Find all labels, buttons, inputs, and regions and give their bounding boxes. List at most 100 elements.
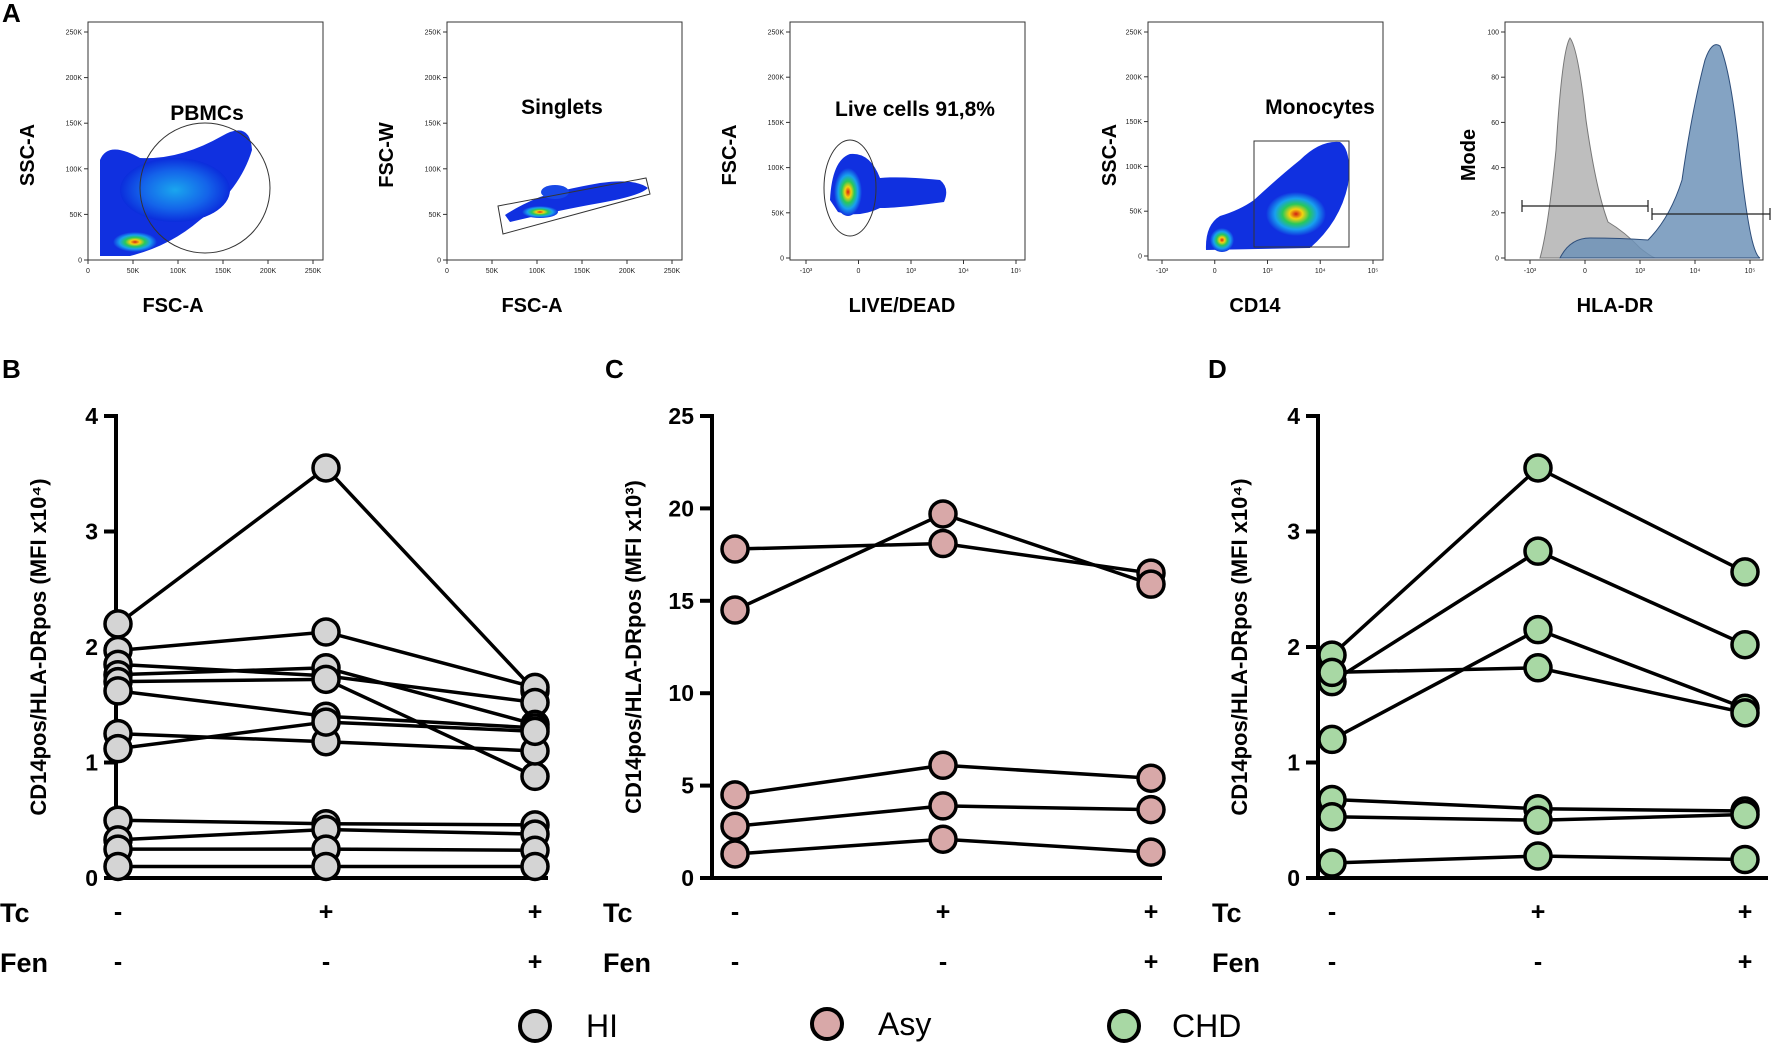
x-tick-label: 10³ bbox=[1262, 268, 1273, 275]
condition-sign-fen: + bbox=[1144, 948, 1159, 976]
y-tick-label: 250K bbox=[66, 30, 83, 37]
data-point bbox=[1136, 794, 1166, 825]
x-axis-label: CD14 bbox=[1229, 295, 1281, 317]
gate-label: Singlets bbox=[521, 96, 603, 119]
x-tick-label: 100K bbox=[529, 268, 546, 275]
data-point bbox=[520, 851, 550, 882]
panel-letter-c: C bbox=[605, 354, 624, 384]
condition-label-fen: Fen bbox=[603, 948, 651, 978]
data-point bbox=[1317, 724, 1347, 755]
condition-sign-tc: + bbox=[319, 898, 334, 926]
panel-letter-d: D bbox=[1208, 354, 1227, 384]
data-point bbox=[720, 595, 750, 625]
density-cloud bbox=[1205, 141, 1349, 252]
legend-item-asy: Asy bbox=[810, 1006, 931, 1042]
condition-label-fen: Fen bbox=[1212, 948, 1260, 978]
x-tick-label: 10⁵ bbox=[1368, 268, 1379, 275]
condition-sign-tc: - bbox=[114, 898, 122, 926]
density-cloud bbox=[830, 153, 947, 216]
y-axis-label: FSC-A bbox=[719, 124, 741, 185]
y-tick-label: 0 bbox=[780, 256, 784, 263]
y-axis-label: SSC-A bbox=[17, 124, 39, 186]
legend-item-hi: HI bbox=[518, 1008, 618, 1044]
condition-sign-fen: - bbox=[114, 948, 122, 976]
y-tick-label: 200K bbox=[768, 75, 785, 82]
y-tick-label: 150K bbox=[768, 120, 785, 127]
data-point bbox=[1730, 844, 1760, 875]
x-tick-label: 10⁴ bbox=[958, 268, 969, 275]
y-tick-label: 150K bbox=[1126, 119, 1143, 126]
x-tick-label: 50K bbox=[486, 268, 499, 275]
y-tick-label: 0 bbox=[681, 865, 694, 891]
data-point bbox=[1523, 453, 1553, 483]
data-point bbox=[311, 664, 341, 695]
x-tick-label: 150K bbox=[215, 268, 232, 275]
y-tick-label: 50K bbox=[772, 210, 785, 217]
data-point bbox=[311, 617, 341, 647]
condition-sign-tc: + bbox=[936, 898, 951, 926]
data-point bbox=[720, 839, 750, 869]
line-chart-chd: 0 1 2 3 4 CD14pos/HLA-DRpos (MFI x10⁴) Tc Fen - -… bbox=[1212, 403, 1768, 978]
x-tick-label: 0 bbox=[445, 268, 449, 275]
y-tick-label: 0 bbox=[437, 258, 441, 265]
x-tick-label: 10³ bbox=[906, 268, 917, 275]
x-tick-label: 200K bbox=[260, 268, 277, 275]
x-tick-label: -10³ bbox=[1156, 268, 1169, 275]
x-tick-label: 0 bbox=[1583, 268, 1587, 275]
x-tick-label: 250K bbox=[305, 268, 322, 275]
range-gate-positive bbox=[1651, 208, 1771, 220]
x-axis-label: LIVE/DEAD bbox=[849, 295, 956, 317]
y-tick-label: 50K bbox=[1130, 209, 1143, 216]
data-point bbox=[103, 851, 133, 882]
gate-rectangle bbox=[1253, 140, 1350, 248]
y-axis-label: Mode bbox=[1458, 129, 1480, 181]
data-point bbox=[1730, 799, 1760, 830]
flow-plot-singlets: Singlets FSC-A FSC-W 0 50K 100K 150K 200K 250… bbox=[376, 21, 683, 317]
histogram-blue bbox=[1559, 44, 1761, 259]
condition-sign-tc: + bbox=[1738, 898, 1753, 926]
x-tick-label: 10⁴ bbox=[1315, 268, 1326, 275]
y-axis-label: FSC-W bbox=[376, 122, 398, 188]
panel-letter-b: B bbox=[2, 354, 21, 384]
y-axis-title: CD14pos/HLA-DRpos (MFI x10⁴) bbox=[1227, 478, 1252, 815]
legend-marker-hi bbox=[518, 1009, 552, 1043]
line-chart-hi: 0 1 2 3 4 CD14pos/HLA-DRpos (MFI x10⁴) Tc Fen - -… bbox=[0, 403, 550, 978]
y-tick-label: 200K bbox=[66, 75, 83, 82]
y-tick-label: 100 bbox=[1487, 30, 1499, 37]
gate-label: PBMCs bbox=[170, 102, 244, 125]
y-tick-label: 15 bbox=[668, 588, 694, 614]
data-point bbox=[1523, 614, 1553, 645]
y-tick-label: 100K bbox=[66, 166, 83, 173]
data-point bbox=[103, 609, 133, 639]
x-tick-label: -10³ bbox=[1524, 268, 1537, 275]
x-tick-label: 0 bbox=[857, 268, 861, 275]
x-tick-label: -10³ bbox=[800, 268, 813, 275]
legend-label-hi: HI bbox=[586, 1008, 618, 1044]
x-axis-label: FSC-A bbox=[142, 295, 203, 317]
y-tick-label: 150K bbox=[66, 121, 83, 128]
legend-item-chd: CHD bbox=[1107, 1008, 1241, 1044]
data-point bbox=[1136, 569, 1166, 599]
y-tick-label: 0 bbox=[1495, 256, 1499, 263]
condition-sign-fen: - bbox=[322, 948, 330, 976]
y-tick-label: 50K bbox=[429, 212, 442, 219]
y-tick-label: 20 bbox=[1491, 210, 1499, 217]
data-point bbox=[1317, 802, 1347, 832]
data-point bbox=[720, 534, 750, 564]
data-point bbox=[1730, 629, 1760, 660]
condition-label-tc: Tc bbox=[1212, 898, 1242, 928]
flow-plot-live-cells: Live cells 91,8% LIVE/DEAD FSC-A 0 50K 100… bbox=[719, 21, 1026, 317]
data-point bbox=[1523, 653, 1553, 683]
data-point bbox=[1136, 763, 1166, 793]
x-tick-label: 50K bbox=[127, 268, 140, 275]
y-tick-label: 25 bbox=[668, 403, 694, 429]
condition-sign-fen: - bbox=[731, 948, 739, 976]
legend: HI Asy CHD bbox=[518, 1006, 1241, 1044]
condition-sign-tc: - bbox=[1328, 898, 1336, 926]
y-axis-title: CD14pos/HLA-DRpos (MFI x10³) bbox=[621, 480, 646, 814]
flow-histogram-hla-dr: HLA-DR Mode 0 20 40 60 80 100 -10³ 0 10³ 10⁴ 10⁵ bbox=[1458, 21, 1771, 317]
panel-letter-a: A bbox=[2, 0, 21, 28]
data-point bbox=[928, 791, 958, 821]
x-tick-label: 10⁴ bbox=[1690, 268, 1701, 275]
